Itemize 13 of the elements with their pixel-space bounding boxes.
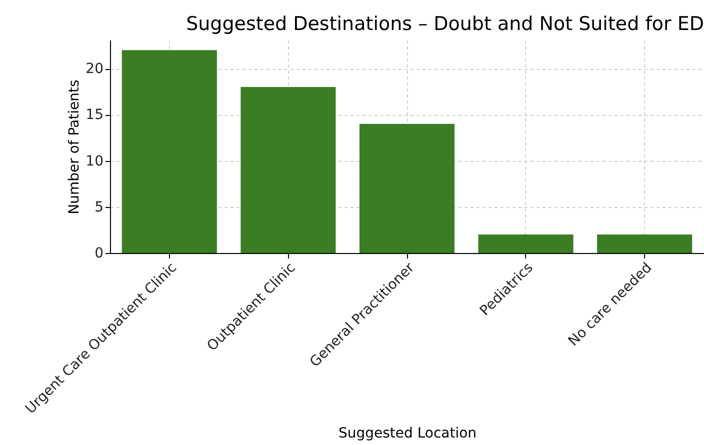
y-tick-label: 15 [86, 107, 104, 124]
bar [359, 124, 455, 253]
y-tick-label: 20 [86, 61, 104, 78]
y-tick-label: 5 [94, 199, 104, 216]
y-axis-title: Number of Patients [66, 80, 83, 214]
bar [240, 87, 336, 253]
bar [597, 234, 692, 253]
y-tick-label: 10 [86, 153, 104, 170]
bar [122, 50, 217, 253]
x-axis-title: Suggested Location [338, 425, 477, 442]
bar [478, 234, 574, 253]
chart-title: Suggested Destinations – Doubt and Not Suited for ED [186, 13, 704, 35]
y-tick-label: 0 [94, 246, 104, 262]
